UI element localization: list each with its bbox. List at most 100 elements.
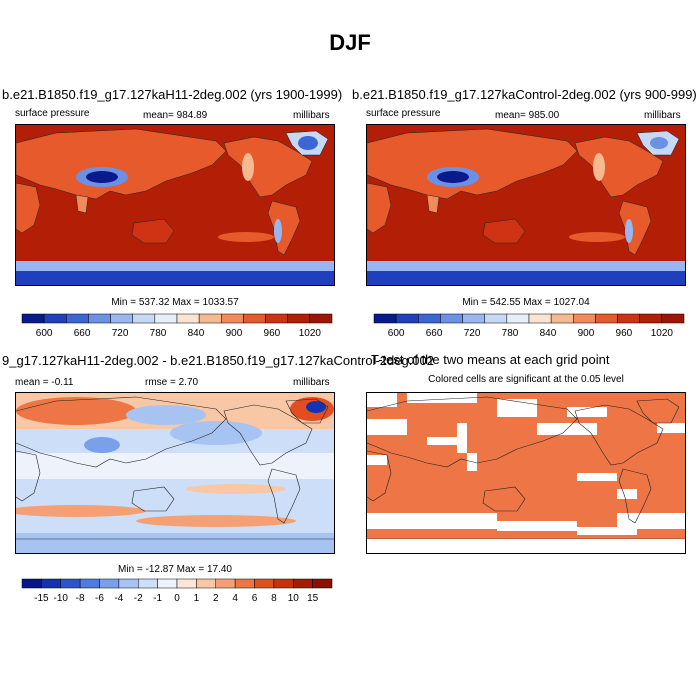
colorbar-swatch bbox=[21, 578, 42, 589]
southern-ocean-low bbox=[218, 232, 274, 242]
colorbar-tick-label: 780 bbox=[502, 328, 519, 339]
colorbar-swatch bbox=[418, 313, 441, 324]
panel-4-subtitle: Colored cells are significant at the 0.0… bbox=[428, 374, 624, 385]
colorbar-tick-label: 960 bbox=[264, 328, 281, 339]
rockies bbox=[242, 153, 254, 181]
colorbar-tick-label: -10 bbox=[54, 593, 69, 604]
colorbar-tick-label: 8 bbox=[271, 593, 277, 604]
panel-3-map-svg bbox=[16, 393, 334, 553]
tibet-negative bbox=[84, 437, 120, 453]
colorbar-swatch bbox=[243, 313, 266, 324]
colorbar-swatch bbox=[43, 313, 67, 324]
colorbar-tick-label: 720 bbox=[464, 328, 481, 339]
colorbar-tick-label: 1 bbox=[194, 593, 200, 604]
colorbar-swatch bbox=[110, 313, 133, 324]
colorbar-tick-label: 600 bbox=[36, 328, 53, 339]
panel-2-map bbox=[366, 124, 686, 286]
colorbar-swatch bbox=[221, 313, 244, 324]
colorbar-swatch bbox=[254, 578, 275, 589]
panel-3-fields bbox=[16, 393, 334, 553]
colorbar-tick-label: 780 bbox=[150, 328, 167, 339]
greenland-core bbox=[298, 136, 318, 150]
colorbar-swatch bbox=[176, 313, 200, 324]
colorbar-swatch bbox=[462, 313, 485, 324]
colorbar-swatch bbox=[273, 578, 294, 589]
panel-4-nonsignificant-cells bbox=[367, 393, 685, 535]
colorbar-swatch bbox=[395, 313, 419, 324]
greenland-core bbox=[650, 137, 668, 149]
india-land bbox=[75, 194, 89, 214]
eurasia bbox=[16, 128, 227, 200]
panel-1-variable-label: surface pressure bbox=[15, 108, 90, 119]
southern-ocean-low bbox=[569, 232, 625, 242]
colorbar-swatch bbox=[550, 313, 574, 324]
tibet-plateau-core bbox=[86, 171, 118, 183]
panel-3-rmse-label: rmse = 2.70 bbox=[145, 377, 199, 388]
colorbar-swatch bbox=[595, 313, 618, 324]
south-america bbox=[618, 200, 652, 256]
colorbar-swatch bbox=[79, 578, 100, 589]
colorbar-tick-label: -2 bbox=[134, 593, 143, 604]
colorbar-swatch bbox=[639, 313, 663, 324]
colorbar-swatch bbox=[309, 313, 333, 324]
page-title: DJF bbox=[329, 30, 371, 55]
colorbar-tick-label: 960 bbox=[616, 328, 633, 339]
panel-2-minmax: Min = 542.55 Max = 1027.04 bbox=[462, 297, 590, 308]
colorbar-swatch bbox=[287, 313, 311, 324]
panel-4-title: T-test of the two means at each grid poi… bbox=[371, 352, 610, 367]
colorbar-tick-label: -4 bbox=[114, 593, 123, 604]
australia-land bbox=[131, 218, 175, 244]
south-pacific-warm bbox=[186, 484, 286, 494]
colorbar-tick-label: 10 bbox=[288, 593, 300, 604]
colorbar-swatch bbox=[118, 578, 139, 589]
eurasia-positive bbox=[16, 397, 136, 425]
colorbar-tick-label: 4 bbox=[232, 593, 238, 604]
colorbar-swatch bbox=[661, 313, 685, 324]
colorbar-swatch bbox=[154, 313, 178, 324]
panel-3-title: 9_g17.127kaH11-2deg.002 - b.e21.B1850.f1… bbox=[2, 353, 434, 368]
colorbar-tick-label: 900 bbox=[226, 328, 243, 339]
colorbar-swatch bbox=[440, 313, 463, 324]
panel-1-mean-label: mean= 984.89 bbox=[143, 110, 208, 121]
panel-1-title: b.e21.B1850.f19_g17.127kaH11-2deg.002 (y… bbox=[2, 87, 343, 102]
colorbar-swatch bbox=[373, 313, 397, 324]
colorbar-tick-label: -15 bbox=[34, 593, 49, 604]
colorbar-swatch bbox=[41, 578, 61, 589]
colorbar-swatch bbox=[88, 313, 111, 324]
colorbar-swatch bbox=[617, 313, 640, 324]
colorbar-swatch bbox=[234, 578, 255, 589]
colorbar-tick-label: 600 bbox=[388, 328, 405, 339]
colorbar-swatch bbox=[484, 313, 508, 324]
colorbar-tick-label: 1020 bbox=[299, 328, 322, 339]
tropics-band bbox=[16, 453, 334, 479]
antarctic-band bbox=[16, 533, 334, 553]
panel-2-units-label: millibars bbox=[644, 110, 681, 121]
north-america bbox=[223, 136, 313, 198]
colorbar-swatch bbox=[99, 578, 120, 589]
colorbar-swatch bbox=[196, 578, 216, 589]
panel-1-colorbar: 600 660 720 780 840 900 960 1020 bbox=[21, 313, 333, 339]
panel-1-minmax: Min = 537.32 Max = 1033.57 bbox=[111, 297, 239, 308]
colorbar-tick-label: -8 bbox=[76, 593, 85, 604]
colorbar-swatch bbox=[66, 313, 89, 324]
colorbar-swatch bbox=[506, 313, 530, 324]
tibet-plateau-core bbox=[437, 171, 469, 183]
colorbar-swatch bbox=[198, 313, 222, 324]
colorbar-swatch bbox=[215, 578, 236, 589]
africa-land bbox=[367, 182, 392, 234]
panel-3-map bbox=[15, 392, 335, 554]
panel-3-colorbar: -15 -10 -8 -6 -4 -2 -1 0 1 2 4 6 8 10 15 bbox=[21, 578, 333, 604]
colorbar-tick-label: 660 bbox=[426, 328, 443, 339]
colorbar-swatch bbox=[312, 578, 333, 589]
rockies bbox=[593, 153, 605, 181]
colorbar-tick-label: 720 bbox=[112, 328, 129, 339]
siberia-negative bbox=[126, 405, 206, 425]
andes bbox=[625, 219, 633, 243]
colorbar-tick-label: -6 bbox=[95, 593, 104, 604]
panel-4-map bbox=[366, 392, 686, 554]
panel-1-map bbox=[15, 124, 335, 286]
colorbar-swatch bbox=[21, 313, 45, 324]
colorbar-swatch bbox=[528, 313, 552, 324]
colorbar-swatch bbox=[60, 578, 81, 589]
colorbar-tick-label: 840 bbox=[540, 328, 557, 339]
